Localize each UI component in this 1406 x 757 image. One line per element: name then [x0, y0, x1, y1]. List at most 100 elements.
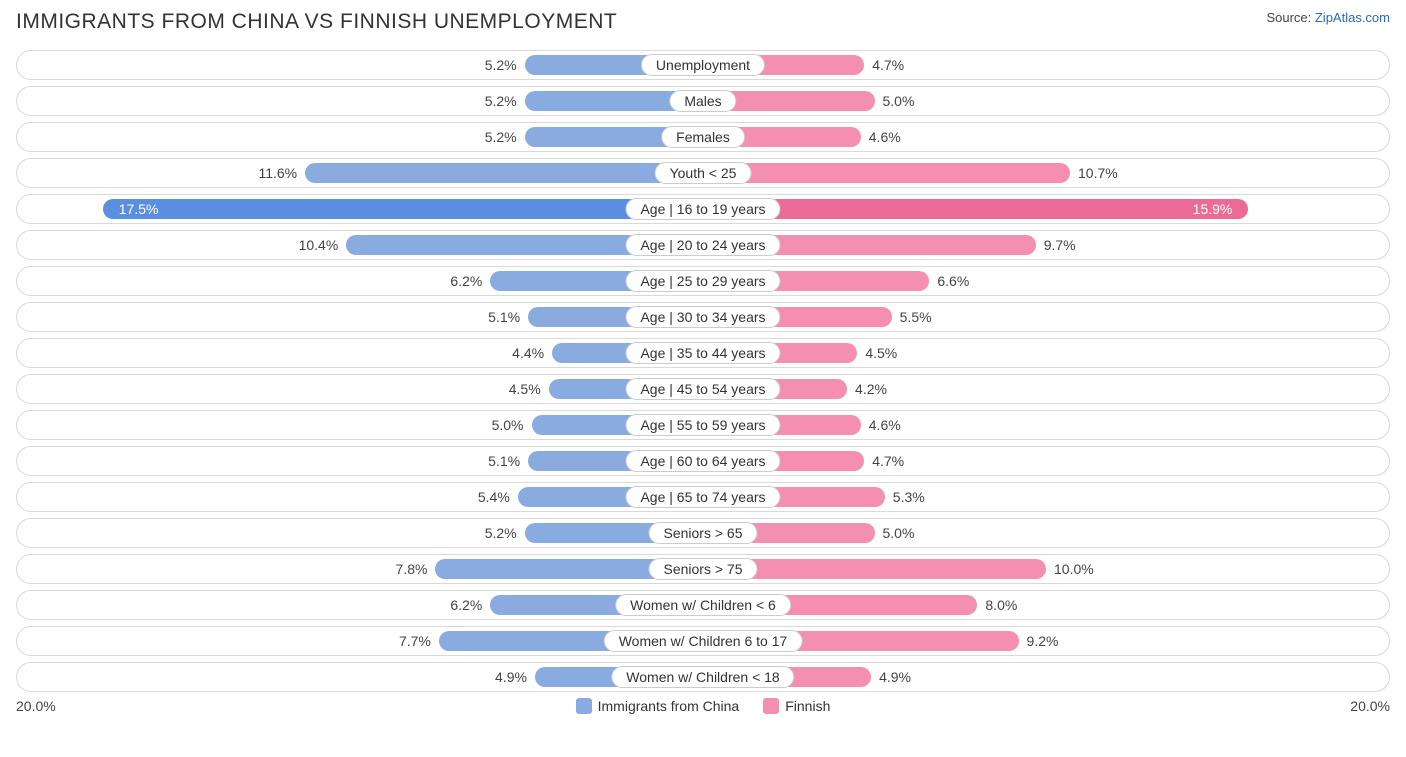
chart-row: 10.4% 9.7% Age | 20 to 24 years [16, 230, 1390, 260]
legend-swatch-right [763, 698, 779, 714]
category-label: Age | 20 to 24 years [625, 234, 780, 256]
category-label: Age | 60 to 64 years [625, 450, 780, 472]
value-left: 11.6% [250, 165, 305, 181]
chart-row: 17.5% 15.9% Age | 16 to 19 years [16, 194, 1390, 224]
bar-half-right: 5.0% [703, 519, 1389, 547]
chart-row: 5.2% 5.0%Males [16, 86, 1390, 116]
value-left: 6.2% [442, 273, 490, 289]
bar-half-left: 7.7% [17, 627, 703, 655]
bar-half-left: 11.6% [17, 159, 703, 187]
value-right: 4.7% [864, 453, 912, 469]
legend-item-left: Immigrants from China [576, 698, 740, 714]
bar-half-right: 5.3% [703, 483, 1389, 511]
value-right: 10.7% [1070, 165, 1126, 181]
value-left: 5.2% [477, 93, 525, 109]
category-label: Age | 65 to 74 years [625, 486, 780, 508]
chart-source: Source: ZipAtlas.com [1266, 10, 1390, 25]
axis-left-max: 20.0% [16, 698, 56, 714]
category-label: Seniors > 65 [649, 522, 758, 544]
bar-half-right: 9.7% [703, 231, 1389, 259]
bar-half-right: 5.5% [703, 303, 1389, 331]
chart-row: 7.7% 9.2% Women w/ Children 6 to 17 [16, 626, 1390, 656]
value-left: 5.0% [484, 417, 532, 433]
bar-half-right: 4.6% [703, 123, 1389, 151]
butterfly-chart: 5.2%4.7%Unemployment5.2%5.0%Males5.2%4.6… [16, 50, 1390, 692]
bar-half-left: 10.4% [17, 231, 703, 259]
category-label: Women w/ Children 6 to 17 [604, 630, 803, 652]
value-right: 4.6% [861, 417, 909, 433]
category-label: Age | 30 to 34 years [625, 306, 780, 328]
chart-row: 5.1% 4.7% Age | 60 to 64 years [16, 446, 1390, 476]
value-left: 5.1% [480, 309, 528, 325]
legend-label-left: Immigrants from China [598, 698, 740, 714]
value-left: 7.7% [391, 633, 439, 649]
bar-half-right: 4.7% [703, 447, 1389, 475]
bar-half-left: 5.2% [17, 51, 703, 79]
bar-half-left: 5.2% [17, 123, 703, 151]
value-left: 7.8% [388, 561, 436, 577]
value-right: 9.2% [1019, 633, 1067, 649]
axis-right-max: 20.0% [1350, 698, 1390, 714]
category-label: Youth < 25 [655, 162, 752, 184]
chart-row: 4.4% 4.5% Age | 35 to 44 years [16, 338, 1390, 368]
value-left: 4.4% [504, 345, 552, 361]
value-right: 15.9% [1185, 201, 1241, 217]
bar-half-left: 5.1% [17, 447, 703, 475]
value-right: 4.9% [871, 669, 919, 685]
chart-row: 6.2%6.6%Age | 25 to 29 years [16, 266, 1390, 296]
source-link[interactable]: ZipAtlas.com [1315, 10, 1390, 25]
bar-half-left: 5.2% [17, 87, 703, 115]
chart-row: 4.5% 4.2% Age | 45 to 54 years [16, 374, 1390, 404]
category-label: Unemployment [641, 54, 765, 76]
legend-swatch-left [576, 698, 592, 714]
value-right: 9.7% [1036, 237, 1084, 253]
chart-row: 5.2% 4.7% Unemployment [16, 50, 1390, 80]
chart-row: 11.6% 10.7% Youth < 25 [16, 158, 1390, 188]
value-right: 4.6% [861, 129, 909, 145]
bar-half-left: 6.2% [17, 591, 703, 619]
bar-half-left: 6.2% [17, 267, 703, 295]
bar-half-right: 4.9% [703, 663, 1389, 691]
bar-half-left: 5.1% [17, 303, 703, 331]
bar-half-left: 5.4% [17, 483, 703, 511]
value-left: 5.4% [470, 489, 518, 505]
chart-title: IMMIGRANTS FROM CHINA VS FINNISH UNEMPLO… [16, 10, 617, 34]
value-left: 6.2% [442, 597, 490, 613]
bar-half-left: 17.5% [17, 195, 703, 223]
chart-row: 5.2%4.6%Females [16, 122, 1390, 152]
bar-half-left: 4.9% [17, 663, 703, 691]
value-right: 4.7% [864, 57, 912, 73]
value-left: 5.2% [477, 525, 525, 541]
value-left: 10.4% [291, 237, 347, 253]
legend-label-right: Finnish [785, 698, 830, 714]
bar-half-left: 5.0% [17, 411, 703, 439]
chart-row: 4.9% 4.9% Women w/ Children < 18 [16, 662, 1390, 692]
bar-left [305, 163, 703, 183]
category-label: Seniors > 75 [649, 558, 758, 580]
bar-half-left: 7.8% [17, 555, 703, 583]
category-label: Age | 55 to 59 years [625, 414, 780, 436]
value-left: 5.2% [477, 129, 525, 145]
x-axis: 20.0% Immigrants from China Finnish 20.0… [16, 698, 1390, 714]
category-label: Age | 16 to 19 years [625, 198, 780, 220]
chart-row: 6.2%8.0%Women w/ Children < 6 [16, 590, 1390, 620]
category-label: Women w/ Children < 18 [611, 666, 794, 688]
chart-row: 5.4% 5.3% Age | 65 to 74 years [16, 482, 1390, 512]
bar-right: 15.9% [703, 199, 1248, 219]
source-prefix: Source: [1266, 10, 1314, 25]
value-right: 4.2% [847, 381, 895, 397]
value-right: 5.5% [892, 309, 940, 325]
bar-half-right: 5.0% [703, 87, 1389, 115]
category-label: Males [669, 90, 736, 112]
bar-half-left: 4.5% [17, 375, 703, 403]
category-label: Age | 35 to 44 years [625, 342, 780, 364]
value-left: 4.9% [487, 669, 535, 685]
bar-left: 17.5% [103, 199, 703, 219]
value-right: 4.5% [857, 345, 905, 361]
value-left: 5.2% [477, 57, 525, 73]
category-label: Women w/ Children < 6 [615, 594, 791, 616]
value-right: 5.3% [885, 489, 933, 505]
category-label: Age | 45 to 54 years [625, 378, 780, 400]
bar-half-right: 9.2% [703, 627, 1389, 655]
legend: Immigrants from China Finnish [576, 698, 831, 714]
